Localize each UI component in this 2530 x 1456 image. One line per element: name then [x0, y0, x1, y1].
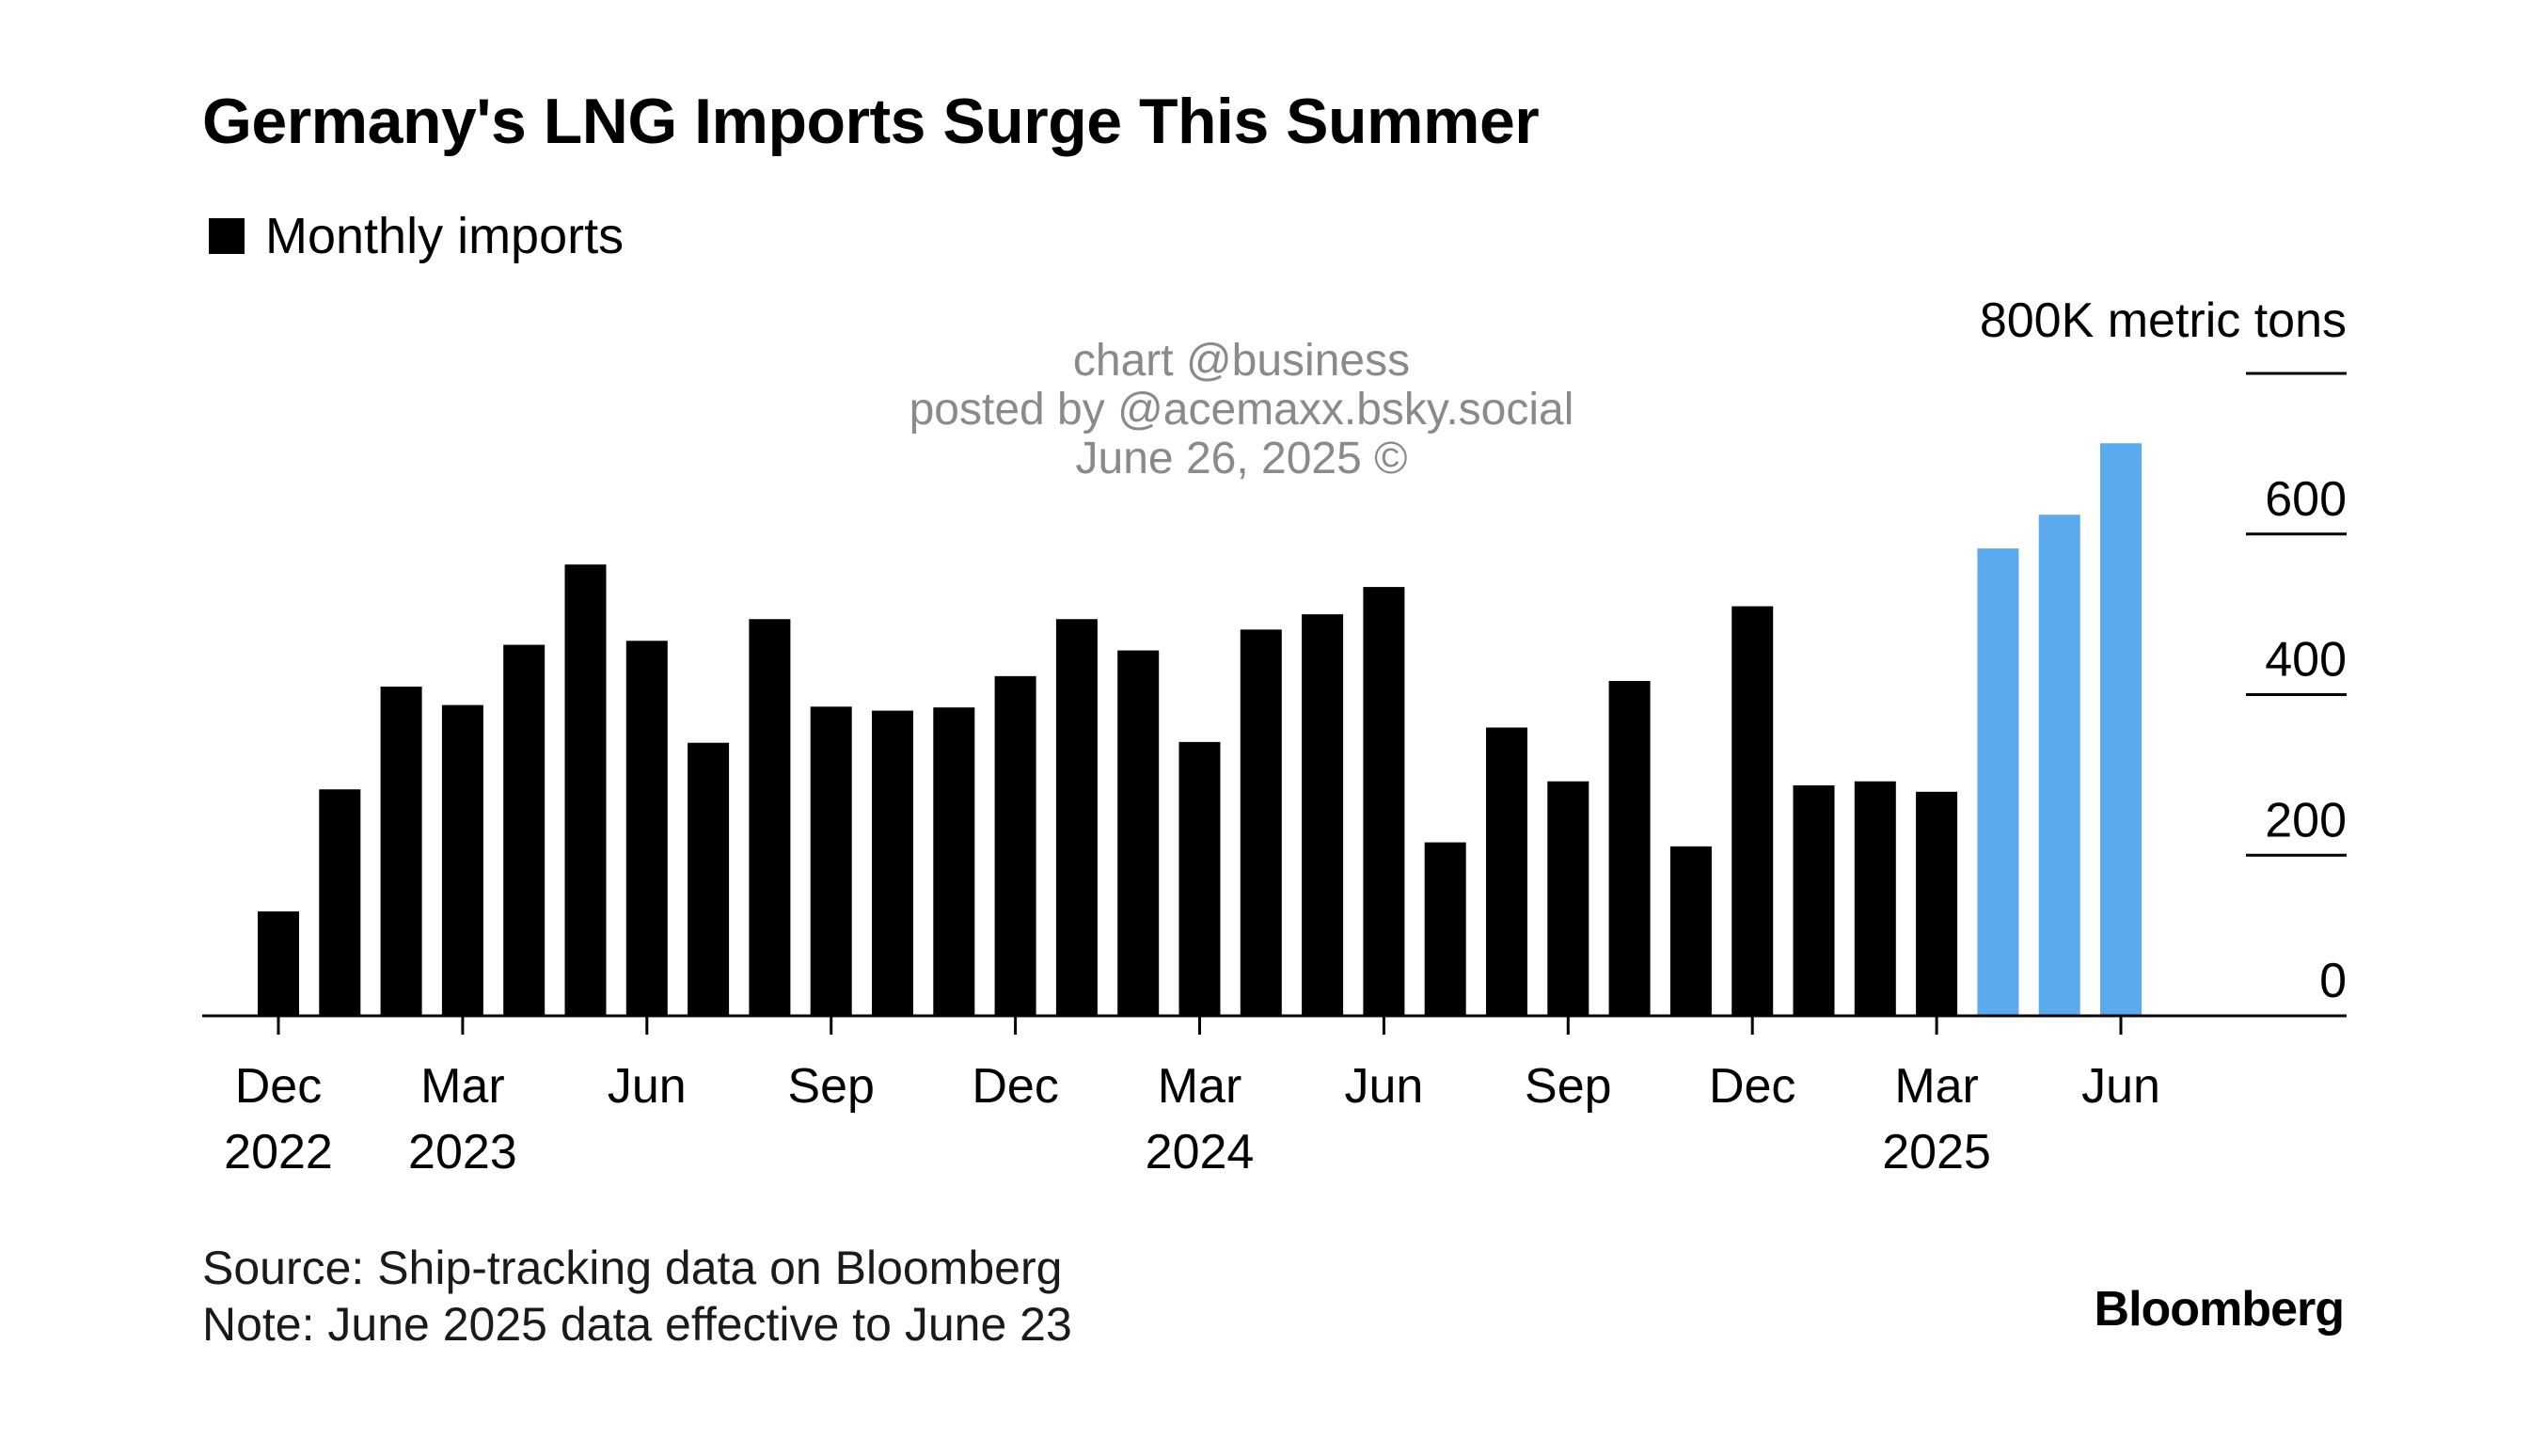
- watermark-line-3: June 26, 2025 ©: [1075, 434, 1408, 483]
- x-tick-label: 2025: [1882, 1125, 1991, 1179]
- x-tick-label: Mar: [1894, 1059, 1979, 1114]
- bar-series: [258, 443, 2142, 1016]
- y-tick-label: 400: [2265, 633, 2347, 688]
- x-tick-label: Dec: [972, 1059, 1058, 1114]
- bar-2022-12: [258, 911, 299, 1016]
- chart-legend: Monthly imports: [209, 207, 624, 265]
- x-tick-label: Jun: [1344, 1059, 1423, 1114]
- bar-2025-03: [1916, 791, 1958, 1016]
- bar-2025-04: [1977, 548, 2019, 1016]
- x-tick-label: Dec: [1709, 1059, 1795, 1114]
- chart-title: Germany's LNG Imports Surge This Summer: [202, 86, 1540, 157]
- bar-2023-09: [810, 706, 852, 1016]
- legend-swatch: [209, 218, 245, 254]
- bar-2023-11: [933, 707, 975, 1016]
- bar-2025-01: [1793, 784, 1835, 1016]
- bar-2023-12: [994, 675, 1036, 1016]
- x-tick-label: Mar: [420, 1059, 505, 1114]
- x-tick-label: Sep: [1525, 1059, 1612, 1114]
- bar-2024-04: [1240, 629, 1282, 1016]
- bar-2024-11: [1669, 846, 1712, 1016]
- data-note: Note: June 2025 data effective to June 2…: [202, 1298, 1072, 1351]
- bar-2025-06: [2100, 443, 2142, 1016]
- watermark-line-2: posted by @acemaxx.bsky.social: [909, 385, 1574, 435]
- bar-2023-04: [503, 644, 546, 1016]
- bar-2023-10: [872, 710, 913, 1016]
- bar-2023-06: [625, 641, 668, 1016]
- x-axis-ticks: Dec 2022 Mar 2023 Jun Sep Dec Mar 2024 Jun Sep Dec M…: [224, 1016, 2160, 1179]
- y-tick-label: 0: [2319, 954, 2347, 1008]
- bar-2024-09: [1547, 781, 1589, 1016]
- bar-2023-03: [441, 704, 483, 1016]
- bar-2024-08: [1486, 727, 1527, 1016]
- source-note: Source: Ship-tracking data on Bloomberg: [202, 1242, 1063, 1294]
- x-tick-label: Mar: [1158, 1059, 1242, 1114]
- bar-2024-05: [1302, 614, 1344, 1016]
- x-tick-label: 2022: [224, 1125, 333, 1179]
- bar-2024-03: [1178, 741, 1221, 1016]
- watermark: chart @business posted by @acemaxx.bsky.…: [846, 337, 1637, 483]
- y-tick-label: 200: [2265, 793, 2347, 847]
- legend-label: Monthly imports: [265, 208, 625, 264]
- bar-2023-01: [319, 789, 361, 1016]
- x-tick-label: Jun: [608, 1059, 687, 1114]
- x-tick-label: Dec: [235, 1059, 322, 1114]
- x-tick-label: Jun: [2081, 1059, 2160, 1114]
- watermark-line-1: chart @business: [1072, 336, 1411, 386]
- bar-2024-01: [1055, 619, 1098, 1016]
- x-tick-label: 2023: [408, 1125, 517, 1179]
- bar-2025-02: [1854, 781, 1896, 1016]
- y-tick-label: 600: [2265, 472, 2347, 527]
- bar-2024-07: [1424, 842, 1466, 1016]
- y-axis: 800K metric tons 0 200 400 600: [1980, 293, 2347, 1008]
- bar-2023-05: [564, 564, 607, 1016]
- bar-2024-12: [1731, 606, 1774, 1016]
- x-tick-label: 2024: [1146, 1125, 1255, 1179]
- bar-2024-06: [1363, 587, 1405, 1016]
- y-axis-unit-label: 800K metric tons: [1980, 293, 2347, 348]
- bar-2023-07: [688, 742, 730, 1016]
- chart-footer: Source: Ship-tracking data on Bloomberg …: [202, 1240, 1072, 1353]
- bar-2023-08: [749, 619, 791, 1016]
- bar-2024-02: [1117, 650, 1160, 1016]
- bar-2023-02: [380, 686, 422, 1016]
- bloomberg-logo: Bloomberg: [2094, 1282, 2345, 1337]
- bar-2025-05: [2038, 514, 2080, 1016]
- bar-2024-10: [1608, 680, 1651, 1016]
- x-tick-label: Sep: [787, 1059, 875, 1114]
